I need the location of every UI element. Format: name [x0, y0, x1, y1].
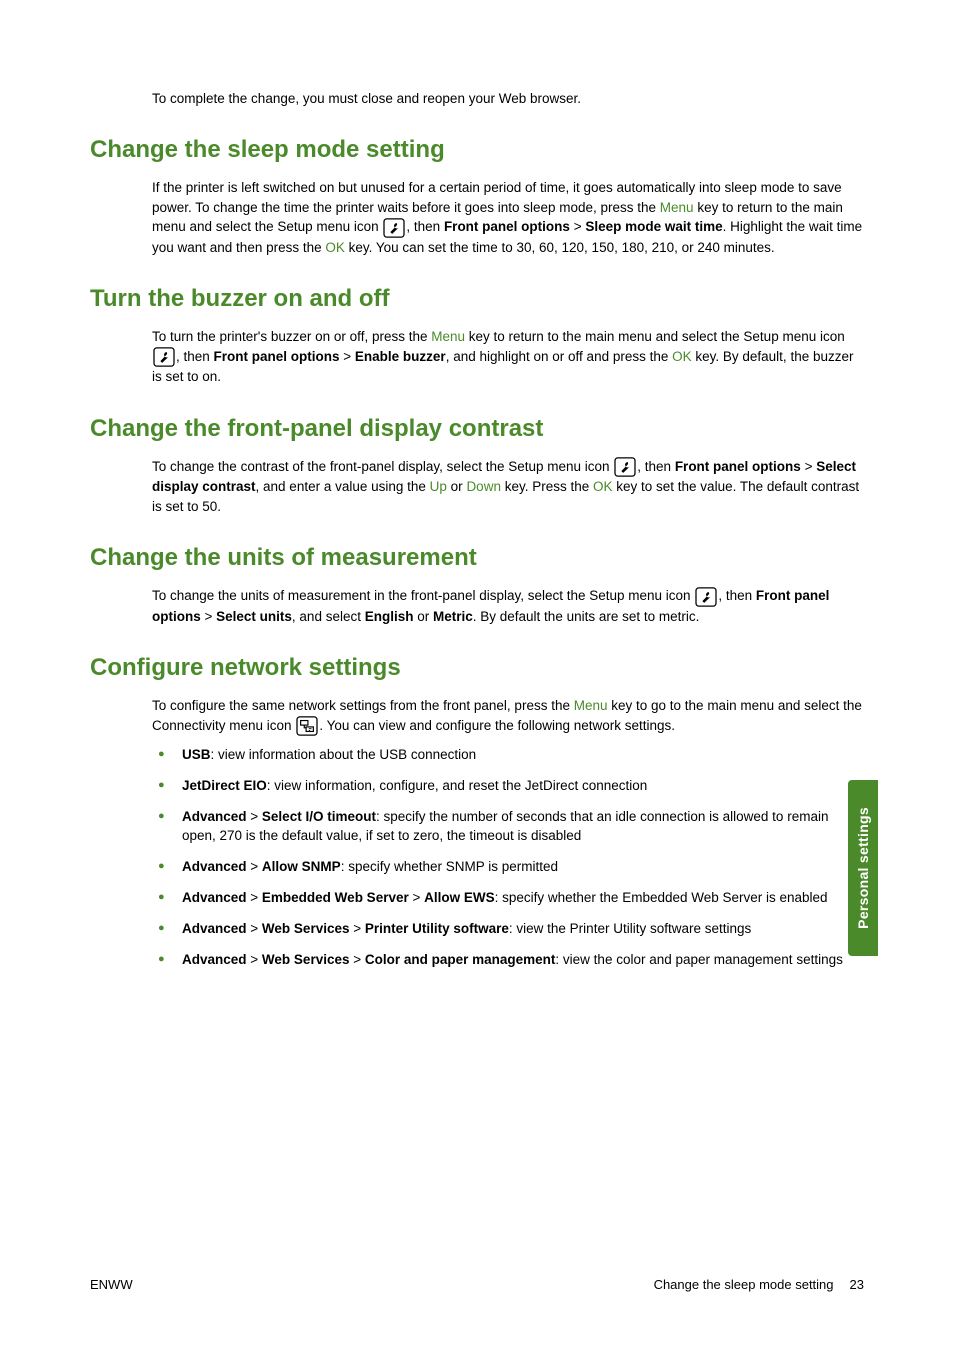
network-body: To configure the same network settings f…: [152, 696, 864, 969]
network-settings-list: USB: view information about the USB conn…: [152, 746, 864, 969]
text: key. Press the: [501, 479, 593, 494]
list-item: Advanced > Embedded Web Server > Allow E…: [152, 889, 864, 908]
text: To turn the printer's buzzer on or off, …: [152, 329, 431, 344]
list-item: USB: view information about the USB conn…: [152, 746, 864, 765]
text: To change the units of measurement in th…: [152, 588, 694, 603]
front-panel-options-label: Front panel options: [214, 349, 340, 364]
text: , and select: [292, 609, 365, 624]
setup-menu-icon: [614, 457, 636, 477]
text: >: [570, 219, 585, 234]
text: or: [447, 479, 467, 494]
ok-key: OK: [325, 240, 345, 255]
list-item: Advanced > Web Services > Color and pape…: [152, 951, 864, 970]
text: , then: [176, 349, 214, 364]
list-item: Advanced > Select I/O timeout: specify t…: [152, 808, 864, 846]
list-item: JetDirect EIO: view information, configu…: [152, 777, 864, 796]
text: key to return to the main menu and selec…: [465, 329, 845, 344]
text: . You can view and configure the followi…: [319, 718, 675, 733]
menu-key: Menu: [431, 329, 465, 344]
text: , then: [406, 219, 444, 234]
text: , then: [718, 588, 756, 603]
buzzer-body: To turn the printer's buzzer on or off, …: [152, 327, 864, 387]
ok-key: OK: [672, 349, 692, 364]
footer-page-number: 23: [850, 1277, 864, 1292]
text: or: [413, 609, 433, 624]
setup-menu-icon: [153, 347, 175, 367]
intro-text: To complete the change, you must close a…: [152, 90, 864, 108]
sleep-mode-wait-time-label: Sleep mode wait time: [585, 219, 722, 234]
footer-section-label: Change the sleep mode setting: [654, 1277, 834, 1292]
footer-left: ENWW: [90, 1277, 133, 1292]
text: . By default the units are set to metric…: [473, 609, 700, 624]
front-panel-options-label: Front panel options: [444, 219, 570, 234]
metric-label: Metric: [433, 609, 473, 624]
units-body: To change the units of measurement in th…: [152, 586, 864, 626]
text: To configure the same network settings f…: [152, 698, 574, 713]
setup-menu-icon: [383, 218, 405, 238]
side-tab-label: Personal settings: [855, 807, 871, 929]
heading-network: Configure network settings: [90, 654, 864, 682]
sleep-mode-body: If the printer is left switched on but u…: [152, 178, 864, 257]
connectivity-menu-icon: [296, 716, 318, 736]
down-key: Down: [466, 479, 501, 494]
side-tab-personal-settings: Personal settings: [848, 780, 878, 956]
list-item: Advanced > Allow SNMP: specify whether S…: [152, 858, 864, 877]
ok-key: OK: [593, 479, 613, 494]
text: , and highlight on or off and press the: [446, 349, 672, 364]
front-panel-options-label: Front panel options: [675, 459, 801, 474]
text: >: [801, 459, 816, 474]
contrast-body: To change the contrast of the front-pane…: [152, 457, 864, 517]
text: , then: [637, 459, 675, 474]
english-label: English: [365, 609, 414, 624]
page-footer: ENWW Change the sleep mode setting 23: [90, 1277, 864, 1292]
text: >: [340, 349, 355, 364]
heading-units: Change the units of measurement: [90, 544, 864, 572]
menu-key: Menu: [660, 200, 694, 215]
text: To change the contrast of the front-pane…: [152, 459, 613, 474]
text: >: [201, 609, 216, 624]
enable-buzzer-label: Enable buzzer: [355, 349, 446, 364]
heading-sleep-mode: Change the sleep mode setting: [90, 136, 864, 164]
up-key: Up: [430, 479, 447, 494]
text: , and enter a value using the: [256, 479, 430, 494]
menu-key: Menu: [574, 698, 608, 713]
heading-contrast: Change the front-panel display contrast: [90, 415, 864, 443]
text: key. You can set the time to 30, 60, 120…: [345, 240, 775, 255]
setup-menu-icon: [695, 587, 717, 607]
select-units-label: Select units: [216, 609, 292, 624]
heading-buzzer: Turn the buzzer on and off: [90, 285, 864, 313]
list-item: Advanced > Web Services > Printer Utilit…: [152, 920, 864, 939]
